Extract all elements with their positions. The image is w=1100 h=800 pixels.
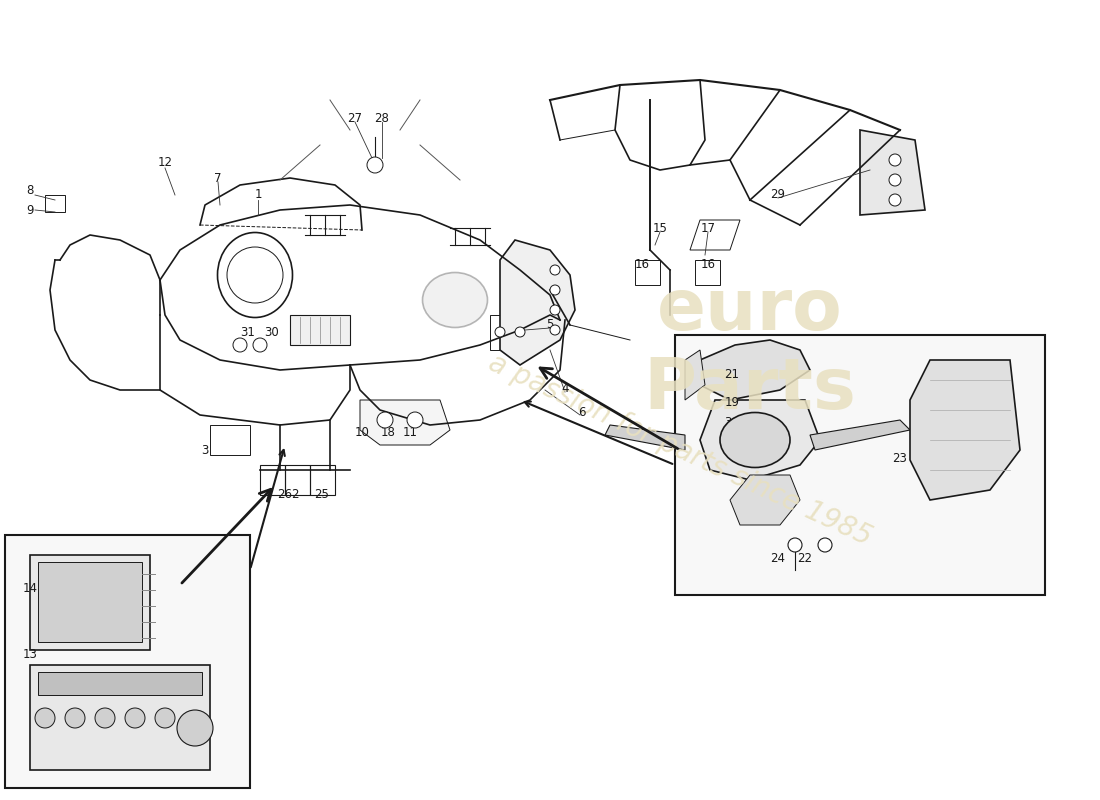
Text: 17: 17 <box>701 222 715 234</box>
Text: 28: 28 <box>375 111 389 125</box>
Text: 5: 5 <box>547 318 553 331</box>
Text: 29: 29 <box>770 189 785 202</box>
Circle shape <box>65 708 85 728</box>
Polygon shape <box>500 240 575 365</box>
Circle shape <box>407 412 424 428</box>
Polygon shape <box>860 130 925 215</box>
Polygon shape <box>30 665 210 770</box>
Polygon shape <box>45 195 65 212</box>
Circle shape <box>788 538 802 552</box>
Polygon shape <box>39 562 142 642</box>
Circle shape <box>889 174 901 186</box>
Text: 24: 24 <box>770 551 785 565</box>
Text: 19: 19 <box>725 395 739 409</box>
Circle shape <box>227 247 283 303</box>
Polygon shape <box>290 315 350 345</box>
Text: 25: 25 <box>315 489 329 502</box>
Text: 1: 1 <box>254 189 262 202</box>
Ellipse shape <box>720 413 790 467</box>
Text: 31: 31 <box>241 326 255 338</box>
Text: 30: 30 <box>265 326 279 338</box>
Polygon shape <box>675 335 1045 595</box>
Circle shape <box>177 710 213 746</box>
Text: 23: 23 <box>892 451 907 465</box>
Circle shape <box>377 412 393 428</box>
Polygon shape <box>695 260 721 285</box>
Text: 12: 12 <box>157 155 173 169</box>
Text: 9: 9 <box>26 203 34 217</box>
Polygon shape <box>39 672 202 695</box>
Polygon shape <box>700 400 820 480</box>
Text: 14: 14 <box>22 582 37 594</box>
Text: 13: 13 <box>23 649 37 662</box>
Ellipse shape <box>218 233 293 318</box>
Polygon shape <box>810 420 910 450</box>
Text: 6: 6 <box>579 406 585 418</box>
Text: a passion for parts since 1985: a passion for parts since 1985 <box>484 349 876 551</box>
Text: 16: 16 <box>701 258 715 271</box>
Text: 21: 21 <box>725 369 739 382</box>
Circle shape <box>367 157 383 173</box>
Circle shape <box>125 708 145 728</box>
Polygon shape <box>360 400 450 445</box>
Circle shape <box>550 305 560 315</box>
Polygon shape <box>210 425 250 455</box>
Text: 3: 3 <box>201 443 209 457</box>
Text: 22: 22 <box>798 551 813 565</box>
Polygon shape <box>685 350 705 400</box>
Text: 4: 4 <box>561 382 569 394</box>
Circle shape <box>95 708 116 728</box>
Circle shape <box>155 708 175 728</box>
Circle shape <box>818 538 832 552</box>
Circle shape <box>515 327 525 337</box>
Circle shape <box>35 708 55 728</box>
Text: 11: 11 <box>403 426 418 438</box>
Circle shape <box>550 285 560 295</box>
Text: 20: 20 <box>725 431 739 445</box>
Text: 36: 36 <box>725 415 739 429</box>
Polygon shape <box>490 315 530 350</box>
Circle shape <box>889 194 901 206</box>
Circle shape <box>550 325 560 335</box>
Text: 8: 8 <box>26 183 34 197</box>
Text: 2: 2 <box>292 489 299 502</box>
Text: 7: 7 <box>214 171 222 185</box>
Circle shape <box>889 154 901 166</box>
Polygon shape <box>730 475 800 525</box>
Text: euro
Parts: euro Parts <box>644 275 857 424</box>
Text: 10: 10 <box>354 426 370 438</box>
Text: 26: 26 <box>277 489 293 502</box>
Polygon shape <box>690 220 740 250</box>
Circle shape <box>233 338 248 352</box>
Polygon shape <box>910 360 1020 500</box>
Text: 15: 15 <box>652 222 668 234</box>
Text: 27: 27 <box>348 111 363 125</box>
Circle shape <box>550 265 560 275</box>
Ellipse shape <box>422 273 487 327</box>
Circle shape <box>495 327 505 337</box>
Text: 16: 16 <box>635 258 649 271</box>
Polygon shape <box>605 425 685 450</box>
Polygon shape <box>30 555 150 650</box>
Polygon shape <box>700 340 810 400</box>
Text: 18: 18 <box>381 426 395 438</box>
Circle shape <box>253 338 267 352</box>
Polygon shape <box>6 535 250 788</box>
Polygon shape <box>635 260 660 285</box>
